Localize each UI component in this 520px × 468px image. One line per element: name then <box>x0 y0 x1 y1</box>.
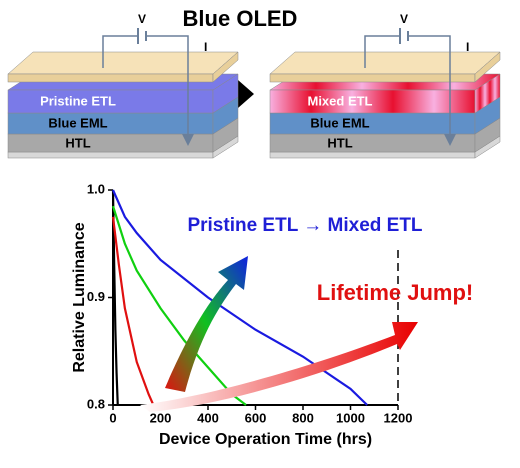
layer-front <box>269 112 476 135</box>
layer-front <box>269 73 476 83</box>
layer-front <box>269 133 476 153</box>
x-tick-label: 1200 <box>384 410 413 425</box>
x-tick-label: 800 <box>292 410 314 425</box>
layer-side <box>212 51 239 83</box>
wire <box>364 35 450 140</box>
layer-label: Mixed ETL <box>307 93 372 108</box>
layer-front <box>7 151 214 159</box>
x-tick-label: 400 <box>197 410 219 425</box>
line-series <box>111 189 368 406</box>
layer-front <box>7 112 214 135</box>
voltage-label: V <box>400 12 408 26</box>
y-axis-label: Relative Luminance <box>71 222 88 372</box>
layer-top <box>269 51 501 75</box>
current-label: I <box>204 40 207 54</box>
layer-label: HTL <box>327 135 352 150</box>
layer-label: HTL <box>65 135 90 150</box>
y-tick-label: 0.8 <box>87 396 105 411</box>
x-tick-label: 0 <box>109 410 116 425</box>
title: Blue OLED <box>183 6 298 31</box>
layer-label: Blue EML <box>310 115 369 130</box>
gradient-arrow <box>165 256 248 392</box>
layer-label: Pristine ETL <box>40 93 116 108</box>
line-series <box>111 216 155 406</box>
x-axis-label: Device Operation Time (hrs) <box>159 431 372 448</box>
x-tick-label: 1000 <box>336 410 365 425</box>
layer-side <box>474 51 501 83</box>
y-tick-label: 0.9 <box>87 289 105 304</box>
annotation: Lifetime Jump! <box>317 280 473 305</box>
layer-label: Blue EML <box>48 115 107 130</box>
wire <box>102 35 188 140</box>
layer-top <box>7 51 239 75</box>
gradient-arrow <box>140 322 418 412</box>
line-series <box>111 189 119 406</box>
layer-front <box>7 133 214 153</box>
layer-front <box>7 73 214 83</box>
voltage-label: V <box>138 12 146 26</box>
layer-front <box>269 151 476 159</box>
annotation: Pristine ETL → Mixed ETL <box>187 215 422 236</box>
layer-side <box>474 73 501 114</box>
layer-side <box>212 73 239 114</box>
x-tick-label: 200 <box>150 410 172 425</box>
current-label: I <box>466 40 469 54</box>
x-tick-label: 600 <box>245 410 267 425</box>
y-tick-label: 1.0 <box>87 181 105 196</box>
